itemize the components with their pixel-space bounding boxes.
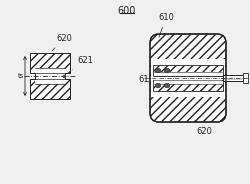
Bar bbox=[35, 73, 65, 79]
Ellipse shape bbox=[164, 83, 170, 88]
Text: 621: 621 bbox=[72, 56, 93, 69]
Bar bbox=[224, 78, 242, 80]
Ellipse shape bbox=[164, 68, 170, 73]
Bar bbox=[30, 53, 70, 73]
Bar bbox=[151, 59, 225, 97]
Text: 620: 620 bbox=[195, 120, 212, 136]
Bar bbox=[154, 80, 222, 84]
Bar bbox=[154, 72, 222, 76]
Ellipse shape bbox=[155, 68, 161, 73]
Text: 600: 600 bbox=[118, 6, 136, 16]
Bar bbox=[243, 73, 248, 83]
FancyBboxPatch shape bbox=[150, 34, 226, 122]
Text: 610: 610 bbox=[158, 13, 174, 37]
Ellipse shape bbox=[155, 83, 161, 88]
Bar bbox=[30, 79, 70, 99]
Bar bbox=[35, 68, 65, 73]
Bar bbox=[153, 65, 223, 76]
Bar bbox=[35, 79, 65, 84]
Text: 611: 611 bbox=[138, 75, 154, 84]
Text: ts: ts bbox=[18, 73, 24, 79]
Text: 620: 620 bbox=[52, 34, 72, 51]
Bar bbox=[223, 75, 243, 81]
Bar bbox=[153, 80, 223, 91]
